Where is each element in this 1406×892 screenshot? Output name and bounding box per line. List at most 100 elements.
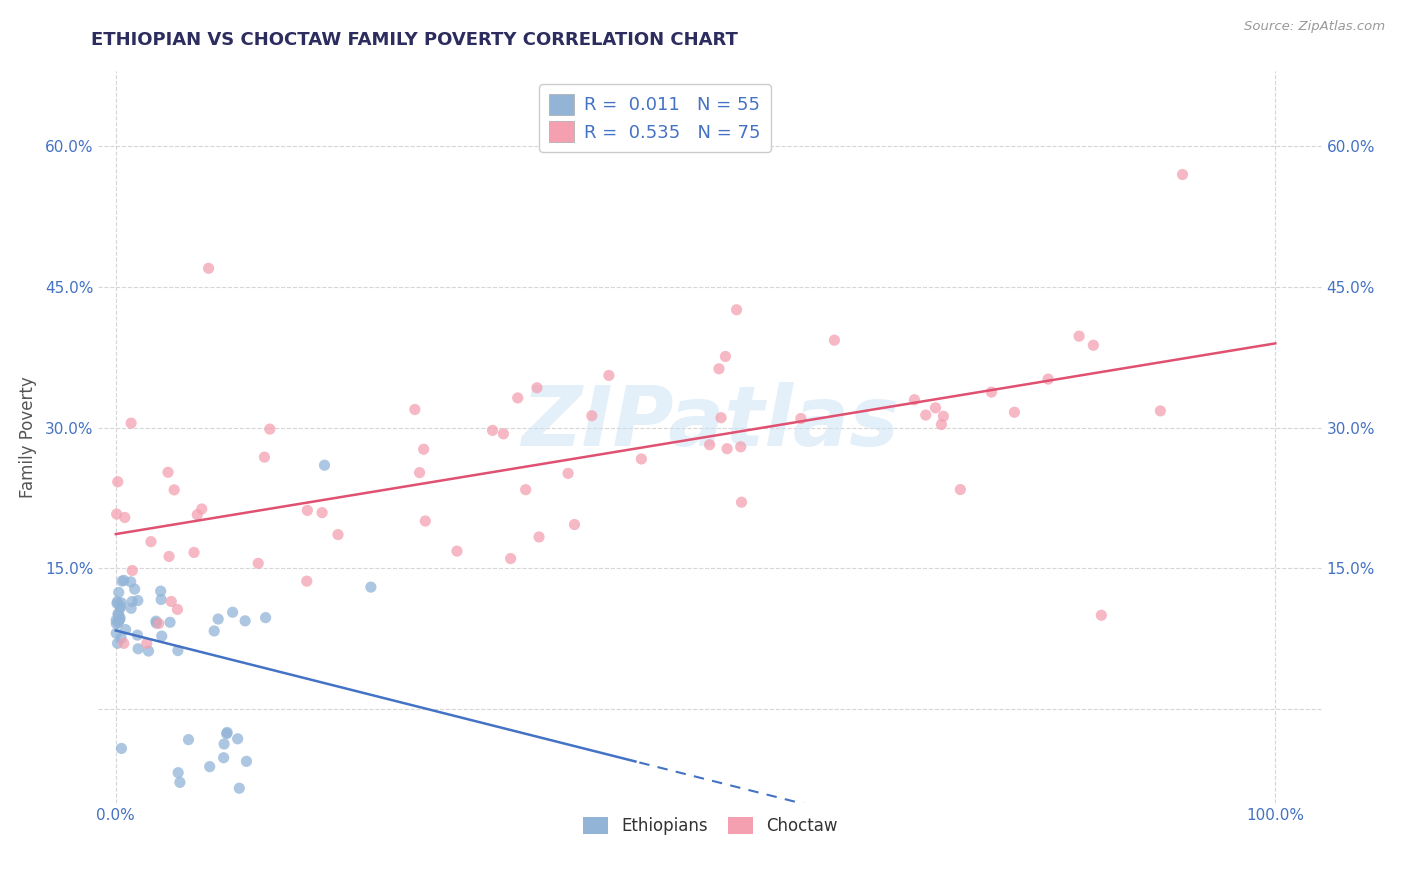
Point [108, 610, 131, 624]
Point [120, 416, 142, 430]
Point [980, 385, 1002, 400]
Point [127, 593, 149, 607]
Point [167, 643, 190, 657]
Point [716, 442, 738, 456]
Point [1083, 338, 1105, 352]
Point [212, 750, 235, 764]
Text: ZIPatlas: ZIPatlas [522, 382, 898, 463]
Point [730, 440, 752, 454]
Point [107, 613, 129, 627]
Point [107, 615, 129, 630]
Point [183, 545, 205, 559]
Point [157, 549, 180, 564]
Point [725, 302, 748, 317]
Point [581, 409, 603, 423]
Point [1004, 405, 1026, 419]
Point [699, 438, 721, 452]
Point [914, 408, 936, 422]
Point [903, 392, 925, 407]
Point [110, 600, 132, 615]
Legend: Ethiopians, Choctaw: Ethiopians, Choctaw [576, 811, 844, 842]
Point [295, 574, 318, 588]
Point [314, 458, 336, 473]
Point [157, 465, 180, 479]
Point [202, 624, 225, 638]
Point [499, 551, 522, 566]
Point [404, 402, 426, 417]
Point [360, 580, 382, 594]
Point [506, 391, 529, 405]
Point [135, 636, 157, 650]
Point [110, 599, 132, 614]
Point [139, 534, 162, 549]
Point [564, 517, 586, 532]
Point [481, 423, 503, 437]
Point [108, 612, 131, 626]
Point [949, 483, 972, 497]
Point [527, 530, 550, 544]
Point [710, 410, 733, 425]
Point [105, 616, 128, 631]
Point [107, 585, 129, 599]
Point [1067, 329, 1090, 343]
Point [311, 506, 333, 520]
Point [1171, 168, 1194, 182]
Point [107, 475, 129, 489]
Point [233, 614, 256, 628]
Point [228, 781, 250, 796]
Point [148, 616, 170, 631]
Point [108, 613, 131, 627]
Point [446, 544, 468, 558]
Point [207, 612, 229, 626]
Point [127, 628, 149, 642]
Point [114, 623, 136, 637]
Point [150, 629, 173, 643]
Point [186, 508, 208, 522]
Point [166, 602, 188, 616]
Point [120, 574, 142, 589]
Text: Source: ZipAtlas.com: Source: ZipAtlas.com [1244, 20, 1385, 33]
Point [110, 631, 132, 645]
Point [138, 644, 160, 658]
Point [110, 741, 132, 756]
Point [707, 361, 730, 376]
Point [226, 731, 249, 746]
Point [253, 450, 276, 464]
Point [163, 483, 186, 497]
Point [105, 626, 128, 640]
Point [121, 594, 143, 608]
Point [105, 595, 128, 609]
Point [221, 605, 243, 619]
Point [150, 592, 173, 607]
Point [924, 401, 946, 415]
Point [630, 452, 652, 467]
Point [526, 381, 548, 395]
Point [167, 765, 190, 780]
Y-axis label: Family Poverty: Family Poverty [18, 376, 37, 498]
Point [215, 726, 238, 740]
Point [1149, 404, 1171, 418]
Point [124, 582, 146, 596]
Point [160, 594, 183, 608]
Point [110, 596, 132, 610]
Point [177, 732, 200, 747]
Point [259, 422, 281, 436]
Point [790, 411, 813, 425]
Point [598, 368, 620, 383]
Point [1090, 608, 1112, 623]
Point [217, 725, 239, 739]
Point [412, 442, 434, 457]
Point [145, 614, 167, 628]
Point [127, 641, 149, 656]
Point [730, 495, 752, 509]
Point [931, 417, 953, 432]
Point [247, 557, 270, 571]
Point [413, 514, 436, 528]
Point [408, 466, 430, 480]
Point [557, 467, 579, 481]
Point [121, 564, 143, 578]
Point [149, 584, 172, 599]
Point [105, 597, 128, 611]
Point [105, 507, 128, 521]
Point [107, 636, 129, 650]
